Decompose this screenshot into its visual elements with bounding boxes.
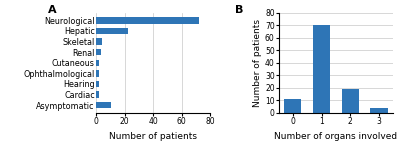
Bar bbox=[96, 91, 99, 98]
Bar bbox=[96, 81, 99, 87]
X-axis label: Number of organs involved: Number of organs involved bbox=[274, 132, 397, 141]
Text: B: B bbox=[235, 5, 244, 15]
Bar bbox=[342, 89, 359, 113]
Text: A: A bbox=[48, 5, 57, 15]
Bar bbox=[96, 70, 99, 77]
Y-axis label: Number of patients: Number of patients bbox=[253, 19, 262, 107]
Bar bbox=[371, 108, 388, 113]
Bar bbox=[284, 99, 301, 113]
Bar bbox=[96, 49, 101, 55]
X-axis label: Number of patients: Number of patients bbox=[109, 132, 197, 141]
Bar bbox=[313, 25, 330, 113]
Bar bbox=[96, 38, 102, 45]
Bar bbox=[96, 28, 128, 34]
Bar bbox=[96, 17, 199, 24]
Bar bbox=[96, 102, 111, 108]
Bar bbox=[96, 60, 99, 66]
